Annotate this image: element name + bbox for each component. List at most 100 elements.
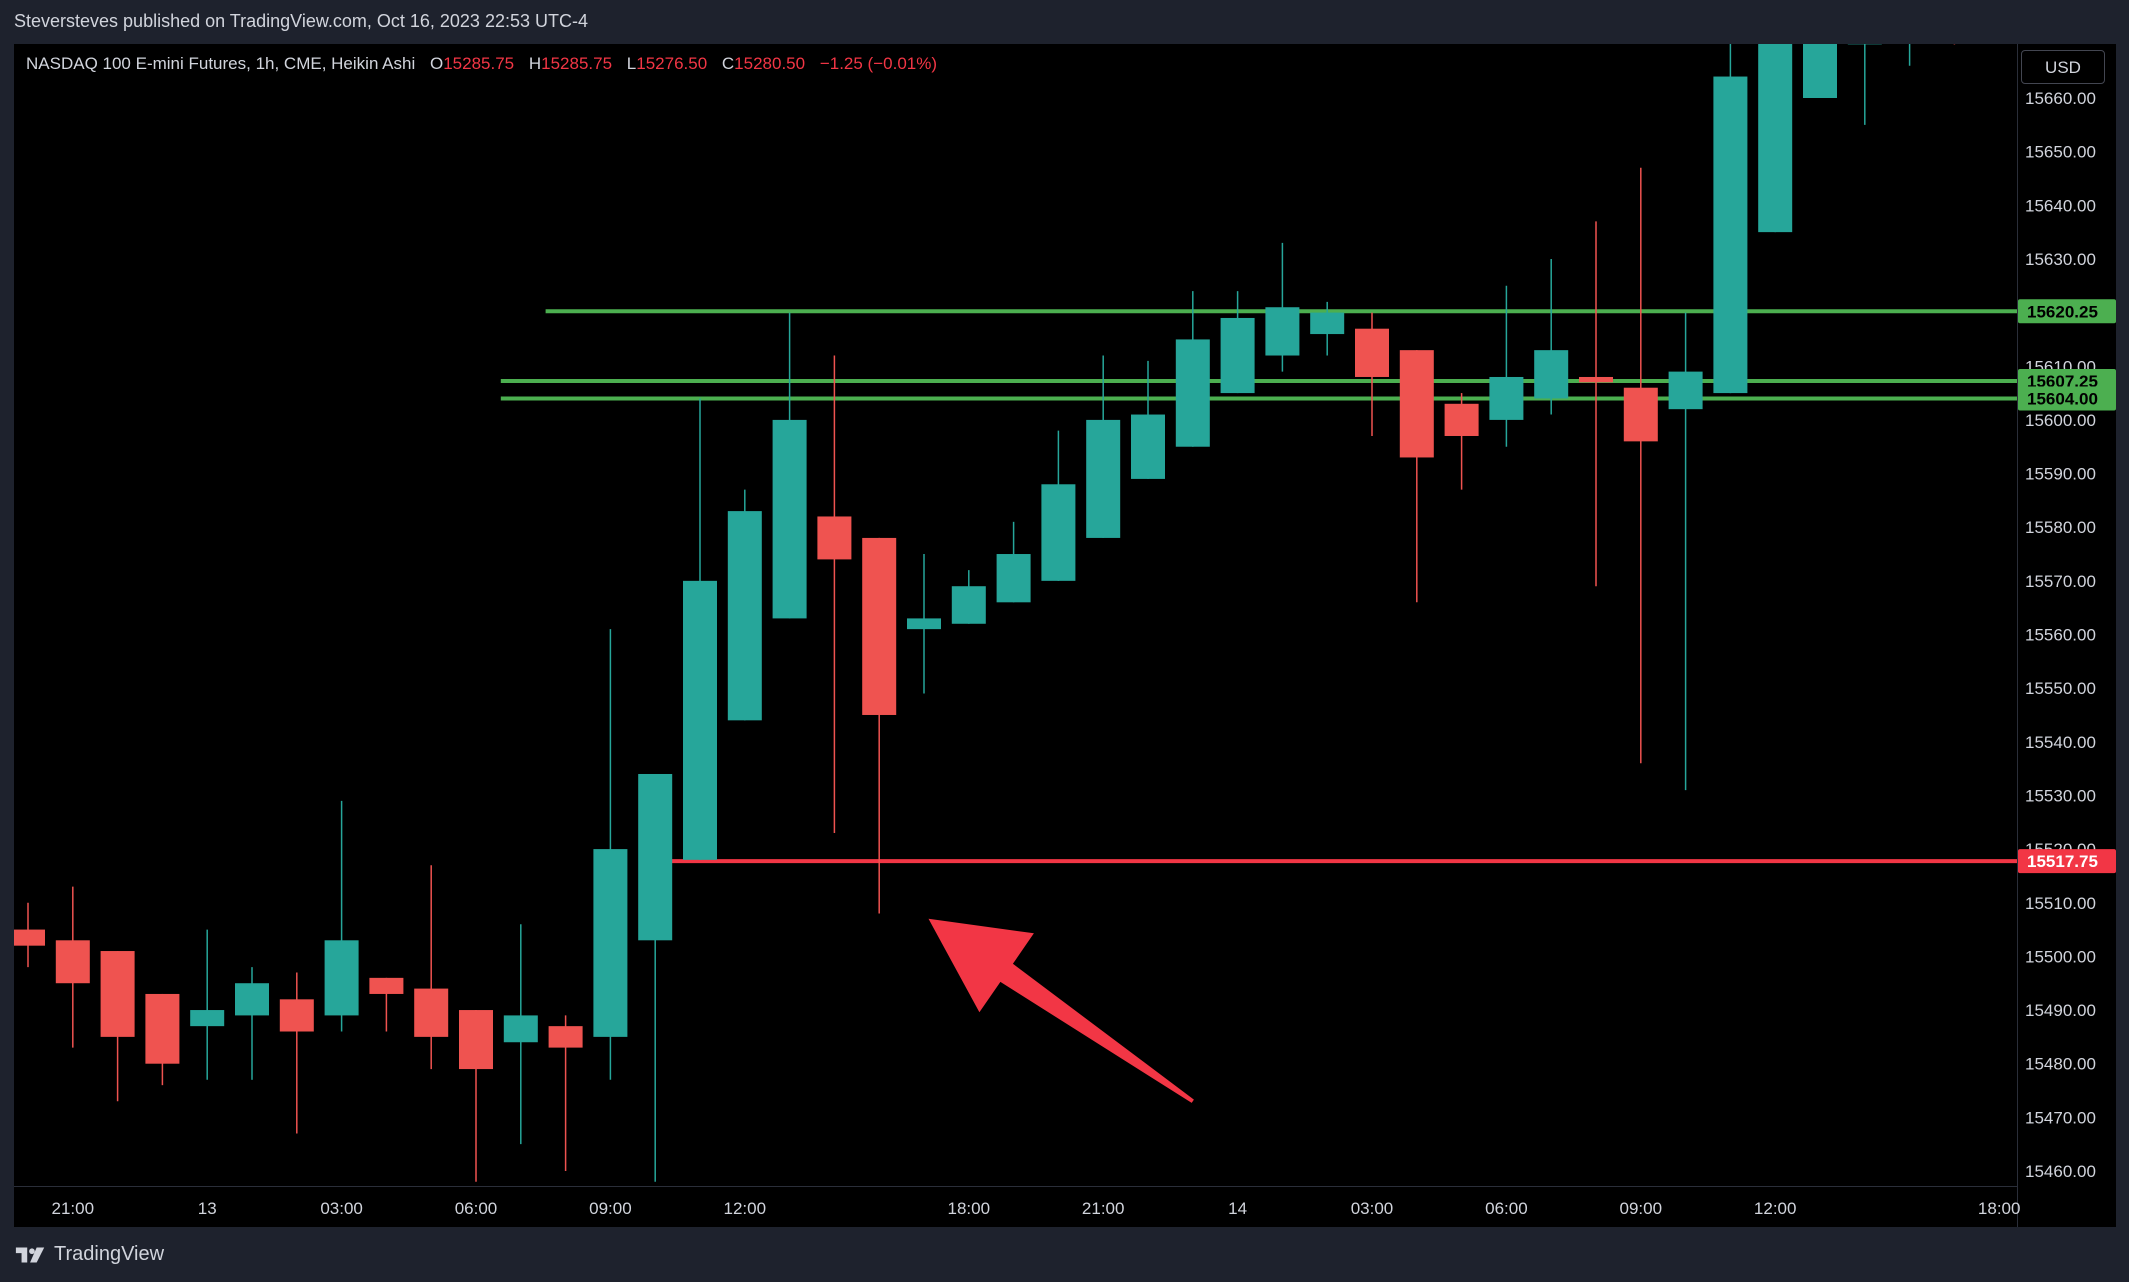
candle[interactable] — [548, 1015, 583, 1171]
candle[interactable] — [951, 570, 986, 624]
candle[interactable] — [1265, 242, 1300, 372]
candle[interactable] — [1444, 393, 1479, 490]
brand-name: TradingView — [54, 1243, 165, 1265]
candle[interactable] — [1534, 258, 1569, 415]
low-label: L — [626, 54, 637, 73]
candle-body-down — [548, 1026, 583, 1048]
candle[interactable] — [772, 312, 807, 619]
time-tick-label: 06:00 — [1485, 1199, 1528, 1218]
candle-body-down — [369, 977, 404, 994]
candle-body-up — [1713, 76, 1748, 394]
candle[interactable] — [1489, 285, 1524, 447]
time-tick-label: 13 — [198, 1199, 217, 1218]
time-tick-label: 21:00 — [1082, 1199, 1125, 1218]
candle[interactable] — [1220, 291, 1255, 394]
time-tick-label: 12:00 — [1754, 1199, 1797, 1218]
chart-svg[interactable]: 15460.00 15470.00 15480.00 15490.00 15500.00… — [0, 0, 2129, 1227]
candle-body-up — [1175, 339, 1210, 447]
candle[interactable] — [369, 977, 404, 1032]
candle-body-up — [951, 586, 986, 624]
time-axis-bg — [14, 1186, 2017, 1227]
open-label: O — [429, 54, 444, 73]
candle-body-up — [1041, 484, 1076, 581]
candle[interactable] — [683, 398, 717, 860]
price-axis[interactable]: 15460.00 15470.00 15480.00 15490.00 15500.00… — [2017, 44, 2116, 1227]
candle[interactable] — [1355, 312, 1389, 436]
candle-body-up — [593, 849, 628, 1037]
price-tick-label: 15460.00 — [2025, 1162, 2096, 1181]
candle[interactable] — [279, 972, 314, 1134]
candle[interactable] — [190, 929, 225, 1080]
low-value: 15276.50 — [636, 54, 708, 73]
price-tag-label: 15517.75 — [2027, 852, 2098, 871]
tradingview-brand[interactable]: TradingView — [14, 1243, 164, 1266]
candle[interactable] — [1579, 221, 1613, 587]
candle-body-down — [459, 1010, 493, 1070]
price-tag-label: 15620.25 — [2027, 302, 2098, 321]
candle-body-up — [1220, 317, 1255, 394]
candle[interactable] — [1758, 0, 1793, 233]
price-tick-label: 15640.00 — [2025, 196, 2096, 215]
candle[interactable] — [11, 902, 45, 968]
price-tick-label: 15490.00 — [2025, 1001, 2096, 1020]
price-tag-bg — [2018, 299, 2116, 324]
candle[interactable] — [503, 924, 538, 1145]
candle[interactable] — [55, 886, 90, 1048]
time-tick-label: 03:00 — [1351, 1199, 1394, 1218]
price-tick-label: 15510.00 — [2025, 894, 2096, 913]
candle[interactable] — [1847, 0, 1882, 125]
time-tick-label: 03:00 — [320, 1199, 363, 1218]
candle[interactable] — [1668, 312, 1703, 791]
price-tag: 15604.00 — [2018, 386, 2116, 411]
candle[interactable] — [145, 993, 180, 1086]
candle-body-up — [1265, 307, 1300, 356]
candle[interactable] — [324, 800, 359, 1032]
candle[interactable] — [817, 355, 852, 834]
candle[interactable] — [996, 521, 1031, 603]
candle-body-down — [1355, 328, 1389, 377]
candle[interactable] — [638, 773, 673, 1182]
candle-body-down — [862, 537, 897, 715]
candle-body-up — [1310, 312, 1345, 335]
candle[interactable] — [235, 967, 269, 1080]
candle[interactable] — [459, 1010, 493, 1182]
candle[interactable] — [727, 489, 762, 721]
candle-body-up — [638, 773, 673, 941]
candle[interactable] — [1623, 167, 1658, 764]
candle[interactable] — [1310, 301, 1345, 356]
price-tag-bg — [2018, 386, 2116, 411]
time-tick-label: 09:00 — [1620, 1199, 1663, 1218]
candle-body-down — [14, 929, 45, 946]
candle-body-down — [414, 988, 449, 1037]
candle[interactable] — [1399, 350, 1434, 603]
close-label: C — [721, 54, 735, 73]
candle[interactable] — [1131, 360, 1165, 479]
publish-line: Steversteves published on TradingView.co… — [14, 11, 588, 31]
time-tick-label: 18:00 — [948, 1199, 991, 1218]
candle[interactable] — [1937, 0, 1971, 45]
candle[interactable] — [100, 951, 135, 1102]
price-lines-layer — [500, 309, 2017, 864]
candle[interactable] — [1713, 0, 1748, 394]
candle[interactable] — [1803, 0, 1837, 98]
candle[interactable] — [862, 537, 897, 914]
annotation-arrow — [928, 918, 1194, 1103]
candle[interactable] — [1086, 355, 1121, 538]
time-tick-label: 09:00 — [589, 1199, 632, 1218]
candle-body-up — [1668, 371, 1703, 410]
candle[interactable] — [1175, 291, 1210, 447]
candle-body-up — [190, 1010, 225, 1027]
price-tick-label: 15560.00 — [2025, 626, 2096, 645]
candle[interactable] — [1893, 0, 1927, 66]
candle[interactable] — [593, 629, 628, 1080]
price-tick-label: 15540.00 — [2025, 733, 2096, 752]
candle-body-up — [1847, 44, 1882, 45]
time-axis[interactable]: 21:00 13 03:00 06:00 09:00 12:00 18:00 21:00 14 0… — [14, 1186, 2020, 1227]
price-axis-bg — [2017, 44, 2116, 1227]
candle[interactable] — [907, 554, 941, 694]
candle[interactable] — [414, 865, 449, 1070]
currency-button[interactable]: USD — [2021, 50, 2105, 84]
chart-area[interactable] — [14, 44, 2116, 1227]
candle[interactable] — [1041, 430, 1076, 581]
